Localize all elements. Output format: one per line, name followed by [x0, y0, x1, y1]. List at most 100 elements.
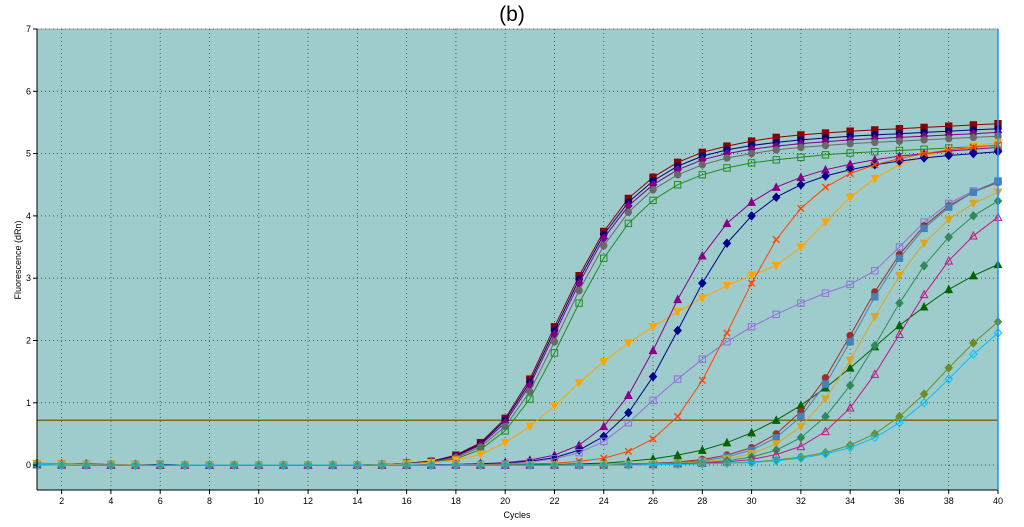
x-tick-label: 4: [108, 496, 113, 506]
data-point: [821, 218, 830, 228]
data-point: [106, 460, 116, 470]
data-point: [180, 460, 190, 470]
data-point: [968, 230, 978, 240]
data-point: [771, 415, 781, 424]
data-point: [550, 349, 559, 357]
series-line: [36, 332, 999, 466]
data-point: [772, 156, 780, 164]
data-point: [796, 243, 806, 252]
data-point: [599, 421, 609, 431]
data-point: [846, 338, 854, 346]
data-point: [673, 294, 683, 304]
data-point: [895, 156, 904, 166]
data-point: [155, 460, 165, 470]
data-point: [944, 150, 953, 161]
data-point: [526, 387, 534, 396]
data-point: [722, 218, 732, 228]
data-point: [797, 204, 805, 213]
y-tick-label: 7: [26, 24, 31, 34]
data-point: [501, 427, 509, 435]
data-point: [871, 267, 879, 275]
data-point: [871, 148, 879, 156]
data-point: [944, 284, 954, 294]
data-point: [895, 320, 904, 330]
data-point: [895, 154, 904, 163]
data-point: [747, 197, 757, 206]
x-tick-label: 14: [352, 496, 362, 506]
data-point: [747, 323, 756, 331]
data-point: [476, 450, 485, 460]
x-tick-label: 16: [402, 496, 412, 506]
data-point: [550, 460, 559, 470]
data-point: [796, 453, 806, 463]
data-point: [796, 441, 806, 451]
data-point: [870, 432, 880, 443]
data-point: [919, 260, 929, 271]
data-point: [649, 435, 657, 443]
data-point: [131, 460, 140, 470]
data-point: [772, 235, 780, 244]
data-point: [747, 427, 757, 437]
data-point: [920, 136, 928, 144]
data-point: [673, 308, 683, 317]
x-tick-label: 12: [303, 496, 313, 506]
data-point: [698, 376, 707, 385]
data-point: [673, 171, 682, 179]
data-point: [797, 143, 805, 152]
data-point: [895, 411, 904, 422]
data-point: [574, 445, 584, 455]
data-point: [723, 329, 731, 337]
data-point: [698, 278, 707, 288]
data-point: [648, 345, 658, 355]
chart-title: (b): [499, 3, 525, 26]
data-point: [673, 375, 682, 383]
data-point: [771, 455, 781, 466]
data-point: [821, 141, 830, 150]
data-point: [476, 460, 485, 470]
y-tick-label: 5: [26, 149, 31, 159]
data-point: [599, 460, 609, 470]
data-point: [451, 460, 461, 470]
data-point: [945, 203, 953, 211]
data-point: [600, 242, 608, 250]
data-point: [969, 349, 978, 359]
data-point: [920, 149, 928, 158]
data-point: [771, 440, 781, 449]
y-axis-label: Fluorescence (dRn): [13, 220, 23, 299]
data-point: [870, 313, 880, 322]
data-point: [624, 460, 633, 470]
data-point: [797, 153, 805, 162]
data-point: [944, 215, 954, 225]
data-point: [747, 457, 756, 468]
data-point: [377, 460, 387, 470]
y-tick-label: 1: [26, 398, 31, 408]
data-point: [402, 460, 411, 470]
data-point: [500, 438, 510, 448]
data-point: [328, 460, 337, 470]
data-point: [870, 174, 880, 184]
data-point: [772, 310, 780, 319]
data-point: [846, 139, 854, 148]
data-point: [624, 408, 633, 418]
data-point: [895, 254, 904, 262]
data-point: [944, 255, 954, 265]
data-point: [624, 208, 633, 216]
data-point: [747, 271, 757, 280]
data-point: [772, 433, 780, 442]
data-point: [723, 338, 731, 346]
data-point: [969, 143, 978, 152]
data-point: [968, 199, 978, 209]
data-point: [600, 437, 608, 446]
data-point: [845, 402, 855, 412]
data-point: [821, 449, 830, 459]
data-point: [723, 154, 731, 162]
x-tick-label: 8: [207, 496, 212, 506]
data-point: [575, 448, 583, 457]
x-tick-label: 22: [549, 496, 559, 506]
data-point: [821, 171, 830, 181]
data-point: [969, 338, 978, 348]
data-point: [919, 239, 929, 249]
data-point: [673, 181, 682, 189]
x-tick-label: 36: [894, 496, 904, 506]
